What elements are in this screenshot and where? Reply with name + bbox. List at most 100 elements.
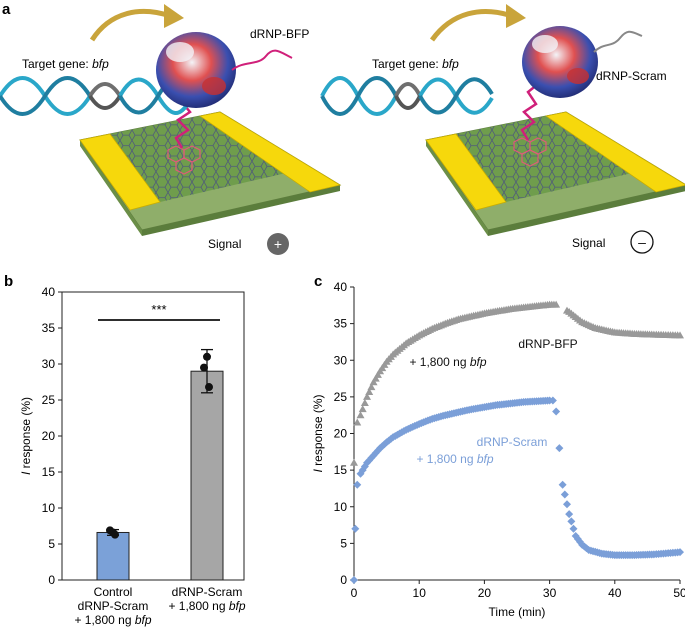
data-point-1-2 (205, 383, 213, 392)
y-tick-label: 20 (334, 427, 348, 441)
guide-rna-left (231, 49, 293, 71)
series-0-point-4 (360, 398, 369, 406)
series-1-point-99 (569, 524, 578, 533)
x-tick-label: 40 (608, 586, 622, 600)
panel-label-c: c (314, 273, 322, 290)
series-0-point-2 (356, 411, 365, 419)
y-tick-label: 30 (42, 357, 56, 371)
series-0-point-3 (358, 405, 367, 413)
y-tick-label: 35 (42, 321, 56, 335)
signal-negative-icon (630, 230, 654, 254)
series-0-point-6 (365, 387, 374, 395)
category-label-0-1: dRNP-Scram (78, 599, 149, 613)
dna-right (320, 76, 494, 116)
y-tick-label: 15 (334, 463, 348, 477)
probe-label-right: dRNP-Scram (596, 69, 667, 83)
x-tick-label: 50 (673, 586, 685, 600)
series-0-point-8 (369, 378, 378, 386)
category-label-0-0: Control (94, 585, 133, 599)
x-tick-label: 0 (351, 586, 358, 600)
x-axis-label: Time (min) (489, 605, 546, 619)
signal-symbol-right: – (638, 234, 646, 250)
y-tick-label: 40 (334, 280, 348, 294)
y-tick-label: 30 (334, 353, 348, 367)
category-label-1-0: dRNP-Scram (172, 585, 243, 599)
series-0 (350, 300, 684, 466)
target-gene-label-right: Target gene: bfp (372, 57, 459, 71)
process-arrow-right (429, 8, 513, 42)
pyrene-linker-right (513, 137, 547, 167)
linker-chain-right (520, 83, 539, 141)
electrode-left-a (79, 133, 161, 211)
series-0-point-148 (676, 331, 684, 339)
series-1 (350, 396, 684, 584)
panel-label-b: b (4, 273, 13, 290)
series-0-point-9 (371, 374, 380, 382)
bar-1 (190, 370, 224, 581)
y-tick-label: 25 (42, 393, 56, 407)
signal-positive-icon (267, 233, 289, 255)
probe-label-left: dRNP-BFP (250, 27, 309, 41)
series-label-line2-0: + 1,800 ng bfp (409, 355, 486, 369)
series-label-1: dRNP-Scram (477, 435, 548, 449)
category-label-1-1: + 1,800 ng bfp (168, 599, 245, 613)
series-0-point-1 (353, 418, 362, 426)
series-0-point-7 (367, 383, 376, 391)
schematic-left: Target gene: bfp dRNP-BFP Signal + (0, 4, 342, 255)
y-tick-label: 10 (334, 500, 348, 514)
electrode-right-a (425, 133, 507, 211)
series-1-point-2 (353, 480, 362, 489)
bar-0 (96, 531, 130, 581)
y-tick-label: 0 (340, 573, 347, 587)
series-1-point-98 (567, 517, 576, 526)
y-tick-label: 35 (334, 317, 348, 331)
x-tick-label: 20 (478, 586, 492, 600)
category-label-0-2: + 1,800 ng bfp (74, 613, 151, 627)
dna-left (0, 76, 192, 116)
series-1-point-96 (562, 500, 571, 509)
series-1-point-147 (676, 548, 684, 557)
cas-protein-left (156, 32, 236, 108)
signal-symbol-left: + (274, 236, 282, 252)
y-tick-label: 5 (340, 536, 347, 550)
pyrene-linker-left (167, 145, 201, 175)
series-1-point-91 (548, 396, 557, 405)
y-tick-label: 20 (42, 429, 56, 443)
y-tick-label: 5 (48, 537, 55, 551)
series-0-point-92 (552, 300, 561, 308)
y-axis-label: I response (%) (311, 394, 325, 472)
signal-label-left: Signal (208, 237, 241, 251)
series-label-line2-1: + 1,800 ng bfp (416, 452, 493, 466)
data-point-1-0 (203, 352, 211, 361)
target-gene-label-left: Target gene: bfp (22, 57, 109, 71)
y-tick-label: 15 (42, 465, 56, 479)
cas-protein-right (522, 26, 598, 98)
x-tick-label: 10 (413, 586, 427, 600)
guide-rna-right (593, 30, 643, 53)
x-tick-label: 30 (543, 586, 557, 600)
data-point-0-2 (111, 530, 119, 539)
series-0-point-0 (350, 458, 358, 466)
series-0-point-10 (373, 370, 382, 378)
y-axis-label: I response (%) (19, 397, 33, 475)
series-1-point-93 (555, 444, 564, 453)
significance-label: *** (151, 302, 166, 317)
series-label-0: dRNP-BFP (518, 337, 577, 351)
schematic-right: Target gene: bfp dRNP-Scram Signal – (320, 4, 685, 254)
series-1-point-92 (552, 407, 561, 416)
y-tick-label: 40 (42, 285, 56, 299)
series-0-point-5 (363, 392, 372, 400)
signal-label-right: Signal (572, 236, 605, 250)
process-arrow-left (89, 8, 171, 42)
electrode-left-b (198, 111, 342, 193)
scatter-chart: 0 5 10 15 20 25 30 35 40 0 10 20 30 40 50 Time (min) I r… (311, 280, 685, 619)
electrode-right-b (544, 111, 685, 193)
y-tick-label: 0 (48, 573, 55, 587)
series-1-point-94 (558, 480, 567, 489)
panel-label-a: a (2, 1, 11, 18)
data-point-1-1 (200, 363, 208, 372)
series-1-point-95 (560, 490, 569, 499)
series-1-point-0 (350, 576, 358, 584)
